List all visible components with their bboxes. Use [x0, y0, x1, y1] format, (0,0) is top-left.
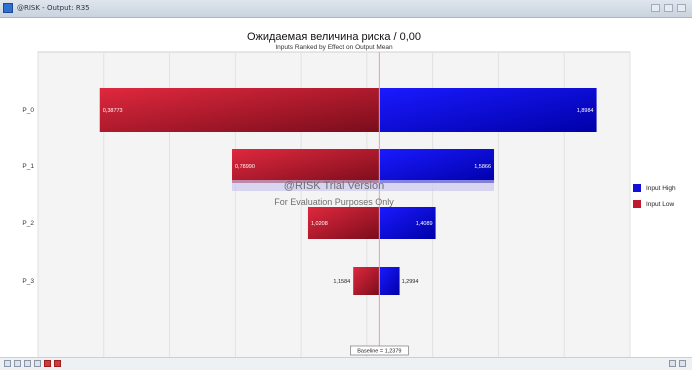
chart-subtitle: Inputs Ranked by Effect on Output Mean — [275, 44, 393, 51]
flag-icon[interactable] — [44, 360, 51, 367]
bars-layer: 0,38773 1,8984 0,78990 1,5866 1,0208 1,4089 1,… — [99, 88, 597, 295]
legend-label-input-high: Input High — [646, 185, 676, 192]
report-icon[interactable] — [54, 360, 61, 367]
window-titlebar: @RISK - Output: R35 — [0, 0, 692, 18]
close-button[interactable] — [677, 4, 686, 12]
data-label-input-low: 0,78990 — [235, 164, 255, 170]
watermark-line-2: For Evaluation Purposes Only — [274, 197, 394, 207]
graph-type-icon[interactable] — [14, 360, 21, 367]
data-label-input-high: 1,8984 — [577, 108, 594, 114]
watermark: @RISK Trial Version For Evaluation Purpo… — [232, 180, 494, 207]
category-label: P_2 — [22, 220, 34, 227]
zoom-icon[interactable] — [4, 360, 11, 367]
legend-label-input-low: Input Low — [646, 201, 674, 208]
chart-title: Ожидаемая величина риска / 0,00 — [247, 31, 421, 43]
baseline-box: Baseline = 1,2379 — [350, 345, 409, 356]
bar-input-high — [379, 149, 495, 183]
layout-icon[interactable] — [669, 360, 676, 367]
baseline-label-box — [350, 345, 409, 356]
category-labels: P_0 P_1 P_2 P_3 — [22, 107, 34, 285]
legend-swatch-input-high — [633, 184, 641, 192]
window-title: @RISK - Output: R35 — [17, 4, 90, 12]
bar-input-high — [379, 88, 597, 132]
bar-input-low — [353, 267, 380, 295]
data-label-input-high: 1,2994 — [402, 279, 419, 285]
bar-input-low — [307, 207, 380, 239]
watermark-line-1: @RISK Trial Version — [284, 180, 384, 192]
maximize-button[interactable] — [664, 4, 673, 12]
data-label-input-high: 1,5866 — [474, 164, 491, 170]
data-table-icon[interactable] — [24, 360, 31, 367]
bar-input-high — [379, 267, 400, 295]
export-icon[interactable] — [34, 360, 41, 367]
status-bar — [0, 357, 692, 370]
category-label: P_1 — [22, 163, 34, 170]
status-toolbar — [4, 360, 61, 367]
category-label: P_3 — [22, 278, 34, 285]
app-icon — [3, 3, 13, 13]
baseline-label: Baseline = 1,2379 — [357, 349, 401, 355]
bar-input-high — [379, 207, 436, 239]
tornado-chart: Ожидаемая величина риска / 0,00 Inputs R… — [22, 31, 676, 357]
help-icon[interactable] — [679, 360, 686, 367]
watermark-band — [232, 180, 494, 191]
legend-swatch-input-low — [633, 200, 641, 208]
status-right-tools — [669, 360, 686, 367]
data-label-input-high: 1,4089 — [416, 221, 433, 227]
data-label-input-low: 0,38773 — [103, 108, 123, 114]
category-label: P_0 — [22, 107, 34, 114]
data-label-input-low: 1,1584 — [333, 279, 350, 285]
minimize-button[interactable] — [651, 4, 660, 12]
bar-input-low — [232, 149, 380, 183]
window-controls — [651, 4, 686, 12]
legend: Input High Input Low — [633, 184, 676, 208]
bar-input-low — [99, 88, 380, 132]
data-label-input-low: 1,0208 — [311, 221, 328, 227]
